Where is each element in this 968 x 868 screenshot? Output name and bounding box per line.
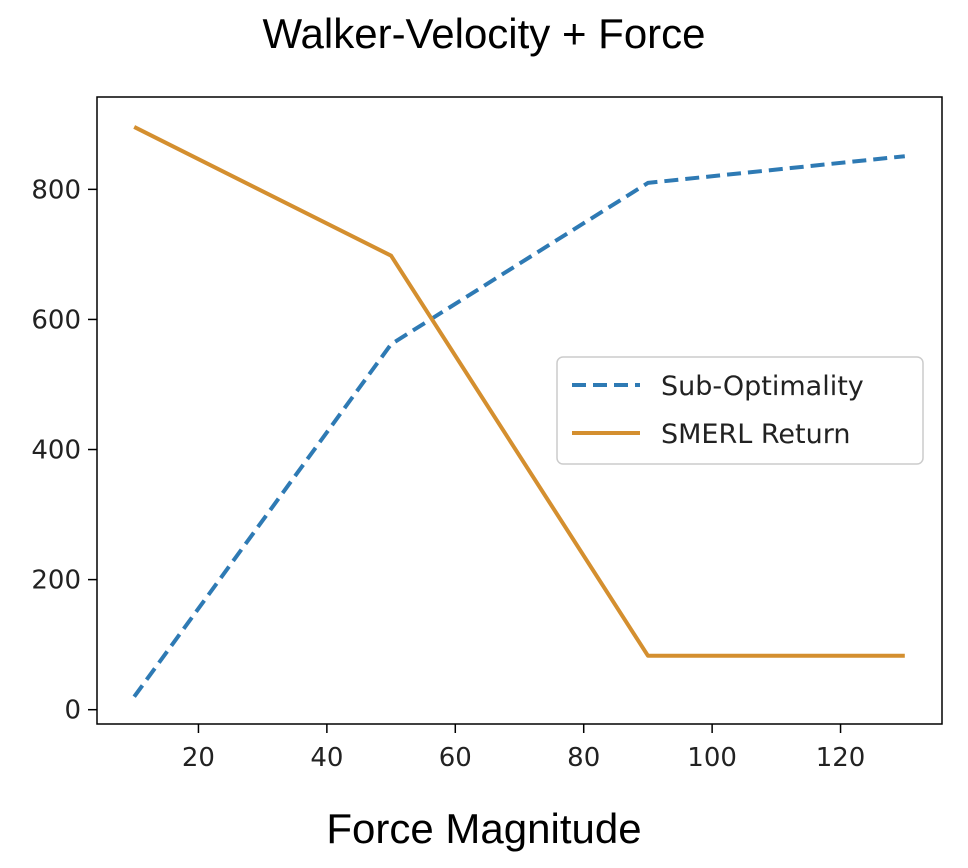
x-tick-label: 40 [310,743,343,773]
legend-label-sub-optimality: Sub-Optimality [661,371,864,402]
x-tick-label: 100 [687,743,737,773]
chart-title: Walker-Velocity + Force [262,10,706,57]
series-layer [132,125,906,698]
y-axis: 0 200 400 600 800 [31,175,97,726]
legend-box [556,356,924,465]
y-tick-label: 0 [64,696,81,726]
y-tick-label: 800 [31,175,81,205]
legend-label-smerl-return: SMERL Return [661,419,850,450]
series-line-sub-optimality [132,154,906,698]
series-line-smerl-return [133,125,905,658]
y-tick-label: 400 [31,436,81,466]
x-tick-label: 60 [439,743,472,773]
legend: Sub-Optimality SMERL Return [556,356,924,465]
x-axis-label: Force Magnitude [326,805,642,852]
y-tick-label: 200 [31,566,81,596]
y-tick-label: 600 [31,305,81,335]
x-tick-label: 80 [567,743,600,773]
plot-frame [96,96,943,725]
x-axis: 20 40 60 80 100 120 [182,724,865,773]
x-tick-label: 120 [816,743,866,773]
x-tick-label: 20 [182,743,215,773]
